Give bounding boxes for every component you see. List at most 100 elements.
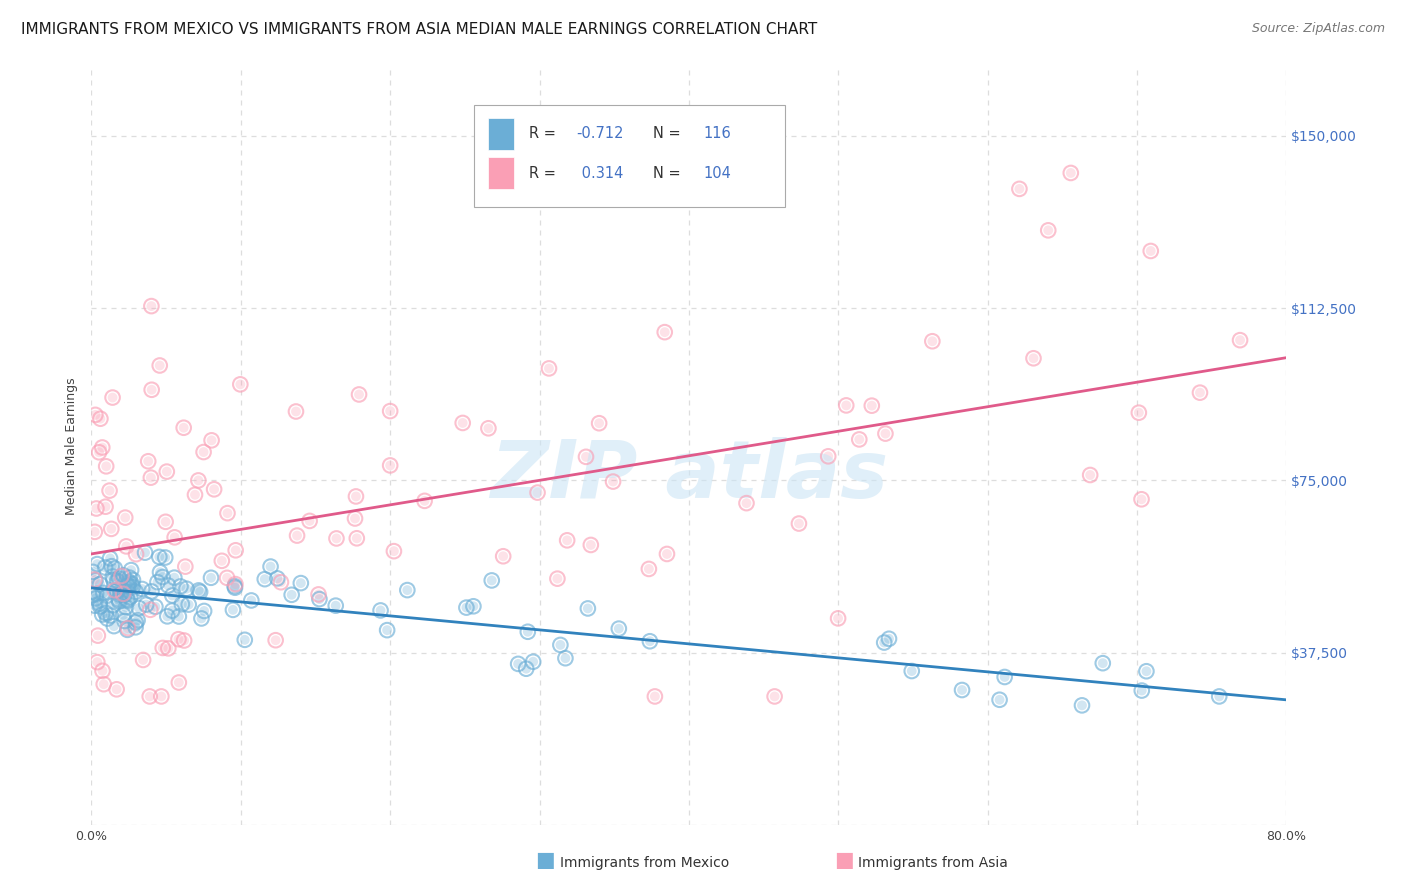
- Immigrants from Asia: [89, 411, 111, 425]
- Immigrants from Mexico: [873, 635, 896, 649]
- Point: [131, 582, 153, 596]
- Immigrants from Asia: [217, 506, 239, 520]
- Point: [515, 662, 537, 676]
- Immigrants from Mexico: [117, 623, 139, 637]
- Point: [380, 404, 402, 418]
- Immigrants from Mexico: [101, 569, 124, 583]
- Text: Source: ZipAtlas.com: Source: ZipAtlas.com: [1251, 22, 1385, 36]
- Immigrants from Asia: [83, 524, 105, 539]
- Point: [84, 574, 107, 588]
- Immigrants from Asia: [93, 677, 115, 691]
- Point: [550, 638, 572, 652]
- Point: [184, 488, 207, 502]
- Immigrants from Mexico: [1071, 698, 1094, 713]
- Immigrants from Asia: [848, 433, 870, 447]
- Point: [114, 510, 136, 524]
- Point: [117, 579, 139, 593]
- Point: [264, 633, 287, 648]
- Immigrants from Mexico: [160, 604, 183, 618]
- Immigrants from Asia: [555, 533, 578, 548]
- Immigrants from Asia: [87, 629, 110, 643]
- Point: [835, 398, 858, 412]
- Immigrants from Asia: [125, 547, 148, 561]
- Point: [217, 571, 239, 585]
- Immigrants from Asia: [1128, 406, 1150, 420]
- Point: [121, 580, 143, 594]
- Point: [91, 586, 114, 600]
- Immigrants from Mexico: [117, 579, 139, 593]
- Immigrants from Mexico: [396, 583, 419, 598]
- Immigrants from Asia: [152, 640, 174, 655]
- Immigrants from Mexico: [463, 599, 485, 614]
- Immigrants from Mexico: [233, 632, 256, 647]
- Point: [224, 581, 246, 595]
- Immigrants from Asia: [285, 404, 308, 418]
- Immigrants from Mexico: [325, 599, 347, 613]
- Immigrants from Mexico: [280, 588, 302, 602]
- Point: [103, 619, 125, 633]
- Immigrants from Mexico: [104, 561, 127, 575]
- Point: [224, 579, 246, 593]
- Point: [141, 383, 163, 397]
- Immigrants from Asia: [225, 543, 247, 558]
- Point: [98, 483, 121, 498]
- Immigrants from Mexico: [1091, 656, 1114, 670]
- Point: [1022, 351, 1045, 366]
- Point: [522, 655, 544, 669]
- Immigrants from Mexico: [515, 662, 537, 676]
- Immigrants from Mexico: [112, 588, 135, 602]
- Immigrants from Asia: [477, 421, 499, 435]
- Immigrants from Mexico: [91, 607, 114, 622]
- Immigrants from Mexico: [1208, 690, 1230, 704]
- Point: [1128, 406, 1150, 420]
- Point: [325, 532, 347, 546]
- Immigrants from Asia: [138, 690, 160, 704]
- Immigrants from Asia: [84, 408, 107, 422]
- Point: [787, 516, 810, 531]
- Point: [112, 587, 135, 601]
- Point: [370, 603, 392, 617]
- Immigrants from Mexico: [122, 573, 145, 587]
- Immigrants from Mexico: [91, 586, 114, 600]
- Immigrants from Mexico: [108, 588, 131, 602]
- Immigrants from Mexico: [112, 607, 135, 622]
- Immigrants from Mexico: [259, 559, 281, 574]
- Point: [1208, 690, 1230, 704]
- Point: [117, 623, 139, 637]
- Immigrants from Asia: [921, 334, 943, 349]
- Point: [1091, 656, 1114, 670]
- Immigrants from Mexico: [222, 603, 245, 617]
- Immigrants from Asia: [104, 583, 127, 598]
- Immigrants from Asia: [270, 575, 292, 590]
- Immigrants from Asia: [174, 559, 197, 574]
- Point: [1060, 166, 1083, 180]
- Immigrants from Mexico: [290, 576, 312, 591]
- Immigrants from Asia: [1229, 333, 1251, 347]
- Immigrants from Asia: [344, 490, 367, 504]
- Immigrants from Mexico: [117, 579, 139, 593]
- Point: [163, 530, 186, 544]
- Immigrants from Mexico: [156, 609, 179, 624]
- Immigrants from Mexico: [89, 599, 111, 614]
- Immigrants from Asia: [136, 454, 159, 468]
- Point: [848, 433, 870, 447]
- Point: [136, 454, 159, 468]
- Immigrants from Mexico: [84, 587, 107, 601]
- Text: 104: 104: [703, 166, 731, 180]
- Immigrants from Asia: [115, 540, 138, 554]
- Point: [308, 587, 330, 601]
- Immigrants from Asia: [83, 573, 105, 587]
- Immigrants from Asia: [98, 483, 121, 498]
- Text: 116: 116: [703, 126, 731, 141]
- Point: [121, 577, 143, 591]
- Point: [125, 547, 148, 561]
- Immigrants from Mexico: [121, 580, 143, 594]
- Immigrants from Mexico: [112, 568, 135, 582]
- Immigrants from Mexico: [224, 581, 246, 595]
- Immigrants from Mexico: [145, 599, 167, 614]
- Point: [638, 634, 661, 648]
- Point: [86, 501, 108, 516]
- Text: -0.712: -0.712: [576, 126, 624, 141]
- Immigrants from Asia: [1139, 244, 1161, 258]
- Point: [146, 575, 169, 590]
